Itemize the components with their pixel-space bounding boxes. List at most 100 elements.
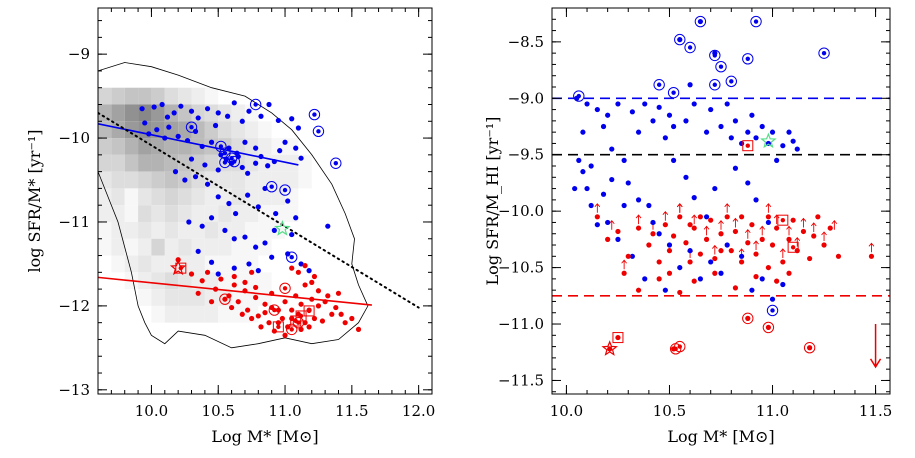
blue-point [703, 129, 710, 135]
red-point [786, 270, 792, 276]
x-tick-label: 11.5 [859, 402, 892, 420]
blue-point [594, 222, 600, 228]
blue-point [199, 143, 205, 150]
boxed-red-point [745, 143, 750, 148]
panel1-frame [551, 7, 891, 395]
circled-blue-point [729, 79, 734, 84]
circled-blue-marker [330, 157, 342, 169]
circled-blue-point [218, 144, 224, 149]
blue-point [712, 185, 718, 192]
circled-blue-marker [279, 184, 291, 196]
heatmap-cell [111, 255, 125, 273]
red-point [749, 222, 755, 228]
blue-point [718, 270, 724, 276]
red-point [298, 301, 304, 307]
upper-limit-arrow [786, 225, 792, 236]
red-point [188, 271, 195, 277]
heatmap-cell [218, 205, 232, 222]
heatmap-cell [151, 205, 165, 222]
circled-blue-marker [286, 251, 298, 263]
blue-point [258, 113, 264, 119]
circled-blue-marker [653, 79, 665, 91]
circled-blue-marker [219, 156, 231, 169]
heatmap-cell [191, 238, 205, 256]
blue-point [749, 112, 755, 118]
circled-red-marker [292, 316, 305, 329]
heatmap-cell [124, 188, 139, 206]
red-point [656, 276, 662, 282]
blue-point [621, 157, 627, 163]
circled-blue-point [656, 82, 662, 87]
heatmap-cell [204, 305, 219, 323]
upper-limit-arrow [821, 231, 827, 242]
heatmap-cell [111, 121, 125, 139]
blue-point [258, 153, 264, 160]
upper-limit-arrow [800, 217, 807, 228]
red-point [311, 315, 318, 322]
boxed-red-point [790, 245, 796, 250]
upper-limit-arrow [718, 220, 724, 230]
heatmap-cell [204, 154, 219, 172]
y-tick-label: −11.5 [498, 371, 544, 389]
red-point [786, 236, 792, 242]
heatmap-cell [271, 205, 286, 222]
blue-point [683, 174, 689, 180]
blue-point [708, 106, 714, 113]
red-point [315, 303, 322, 309]
heatmap-cell [151, 255, 165, 273]
circled-red-point [272, 307, 277, 313]
red-point [691, 225, 697, 231]
blue-point [635, 129, 642, 135]
heatmap-cell [244, 104, 259, 122]
blue-point [759, 123, 765, 130]
circled-red-marker [286, 323, 298, 336]
heatmap-cell [151, 289, 165, 306]
boxed-red-marker [612, 332, 624, 344]
red-point [683, 240, 689, 246]
y-tick-label: −11 [58, 213, 90, 231]
y-tick-label: −11.0 [498, 315, 544, 333]
blue-point [594, 106, 600, 113]
blue-point [687, 248, 693, 254]
circled-blue-marker [725, 75, 738, 88]
heatmap-cell [191, 104, 205, 122]
red-point [868, 253, 875, 259]
blue-point [728, 135, 734, 141]
circled-red-marker [742, 312, 754, 325]
y-axis-title: log SFR/M* [yr⁻¹] [25, 129, 44, 272]
circled-red-marker [674, 340, 686, 353]
red-point [258, 324, 264, 330]
blue-point [615, 236, 621, 242]
x-tick-label: 12.0 [402, 402, 435, 420]
blue-point [273, 210, 279, 217]
circled-blue-point [712, 82, 718, 87]
upper-limit-arrow [724, 203, 731, 213]
blue-point [666, 112, 673, 118]
blue-point [253, 244, 259, 250]
blue-point [635, 197, 642, 203]
heatmap-cell [178, 289, 192, 306]
red-point [703, 236, 710, 242]
upper-limit-arrow [732, 217, 739, 228]
heatmap-cell [218, 238, 232, 256]
circled-blue-point [687, 45, 693, 50]
red-point [662, 222, 668, 228]
red-point [242, 288, 248, 294]
blue-point [246, 108, 252, 114]
blue-point [718, 123, 724, 130]
density-contour [98, 62, 369, 349]
heatmap-cell [271, 154, 286, 172]
circled-blue-point [232, 159, 237, 164]
circled-blue-marker [215, 140, 227, 153]
x-tick-label: 11.0 [756, 402, 789, 420]
red-point [302, 263, 308, 269]
red-point [306, 324, 312, 330]
blue-point [233, 210, 239, 217]
red-point [204, 269, 211, 275]
x-axis-title: Log M* [M⊙] [667, 427, 774, 446]
heatmap-cell [124, 205, 139, 222]
heatmap-cell [138, 221, 152, 239]
y-tick-label: −10.5 [498, 259, 544, 277]
upper-limit-arrow [765, 203, 772, 213]
